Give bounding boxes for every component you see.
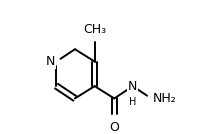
Text: NH₂: NH₂ [152,92,176,105]
Text: O: O [109,121,119,134]
Text: CH₃: CH₃ [83,23,106,36]
Text: H: H [129,97,136,107]
Text: N: N [128,80,137,93]
Text: N: N [46,55,55,68]
